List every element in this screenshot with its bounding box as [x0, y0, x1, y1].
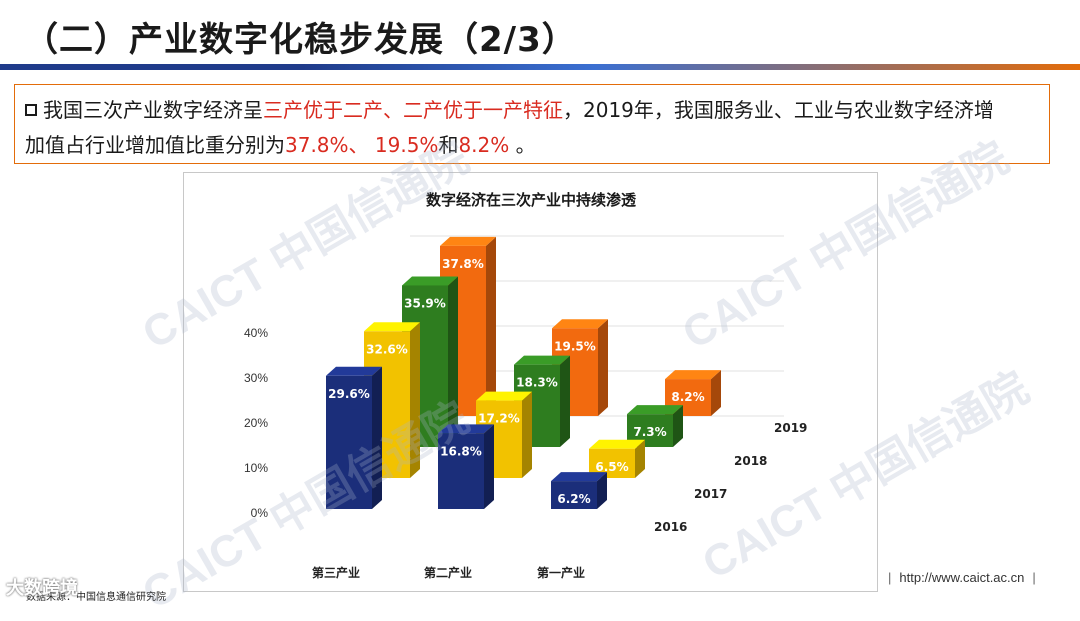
summary-text-3: 加值占行业增加值比重分别为: [25, 133, 285, 157]
summary-highlight-1: 三产优于二产、二产优于一产特征: [263, 98, 563, 122]
bar-top-2018: [514, 355, 570, 365]
bar-top-2016: [551, 472, 607, 482]
bar-side-2017: [635, 439, 645, 478]
bar-side-2016: [597, 472, 607, 509]
bar-top-2016: [326, 366, 382, 376]
data-source-note: 数据来源：中国信息通信研究院: [26, 592, 166, 603]
bar-side-2018: [448, 276, 458, 447]
series-label-2016: 2016: [654, 520, 687, 534]
summary-text-1: 我国三次产业数字经济呈: [43, 98, 263, 122]
bar-side-2019: [486, 236, 496, 416]
data-label: 16.8%: [440, 444, 482, 458]
y-tick-label: 30%: [244, 371, 268, 385]
data-label: 19.5%: [554, 339, 596, 353]
bullet-square-icon: [25, 104, 37, 116]
summary-text-4: 和: [438, 133, 459, 157]
chart-svg: 数字经济在三次产业中持续渗透 0% 10% 20% 30% 40% 37.8% 19.5% 8.…: [244, 191, 807, 580]
series-label-2018: 2018: [734, 454, 767, 468]
bar-side-2017: [522, 391, 532, 478]
bar-top-2018: [402, 276, 458, 286]
url-separator-left: |: [888, 570, 892, 585]
brand-mark: 大数跨境: [6, 578, 78, 599]
bar-side-2017: [410, 322, 420, 478]
bar-2016: [551, 481, 597, 509]
slide-title: （二）产业数字化稳步发展（2/3）: [24, 20, 577, 60]
bar-side-2019: [711, 370, 721, 416]
bar-top-2019: [440, 236, 496, 246]
bar-side-2018: [560, 355, 570, 447]
bar-side-2016: [372, 366, 382, 509]
data-label: 6.2%: [557, 492, 590, 506]
category-label: 第二产业: [424, 565, 472, 580]
summary-highlight-2: 37.8%、 19.5%: [285, 133, 439, 157]
bar-2016: [326, 375, 372, 509]
series-label-2017: 2017: [694, 487, 727, 501]
data-label: 8.2%: [671, 390, 704, 404]
summary-text-2: ，2019年，我国服务业、工业与农业数字经济增: [563, 98, 994, 122]
data-label: 17.2%: [478, 412, 520, 426]
y-tick-label: 0%: [251, 506, 269, 520]
data-label: 35.9%: [404, 296, 446, 310]
bar-top-2017: [476, 391, 532, 401]
summary-text-5: 。: [509, 133, 536, 157]
y-tick-label: 40%: [244, 326, 268, 340]
summary-highlight-3: 8.2%: [458, 133, 510, 157]
chart-title: 数字经济在三次产业中持续渗透: [426, 191, 637, 209]
bar-side-2019: [598, 319, 608, 416]
bar-top-2016: [438, 424, 494, 434]
url-separator-right: |: [1032, 570, 1036, 585]
y-tick-label: 10%: [244, 461, 268, 475]
data-label: 18.3%: [516, 376, 558, 390]
bar-side-2016: [484, 424, 494, 509]
bar-top-2018: [627, 405, 683, 415]
data-label: 6.5%: [595, 460, 628, 474]
series-label-2019: 2019: [774, 421, 807, 435]
bar-top-2017: [589, 439, 645, 449]
bar-top-2019: [552, 319, 608, 329]
y-tick-label: 20%: [244, 416, 268, 430]
data-label: 37.8%: [442, 257, 484, 271]
bar-top-2017: [364, 322, 420, 332]
category-label: 第一产业: [537, 565, 585, 580]
footer-url: | http://www.caict.ac.cn |: [880, 570, 1044, 585]
url-link-text[interactable]: http://www.caict.ac.cn: [899, 570, 1025, 585]
bar-side-2018: [673, 405, 683, 447]
chart-frame: 数字经济在三次产业中持续渗透 0% 10% 20% 30% 40% 37.8% 19.5% 8.…: [183, 172, 878, 592]
category-label: 第三产业: [312, 565, 360, 580]
data-label: 29.6%: [328, 387, 370, 401]
title-divider-bar: [0, 64, 1080, 70]
bar-2016: [438, 433, 484, 509]
data-label: 7.3%: [633, 425, 666, 439]
summary-box: 我国三次产业数字经济呈三产优于二产、二产优于一产特征，2019年，我国服务业、工…: [14, 84, 1050, 164]
bar-top-2019: [665, 370, 721, 380]
data-label: 32.6%: [366, 342, 408, 356]
